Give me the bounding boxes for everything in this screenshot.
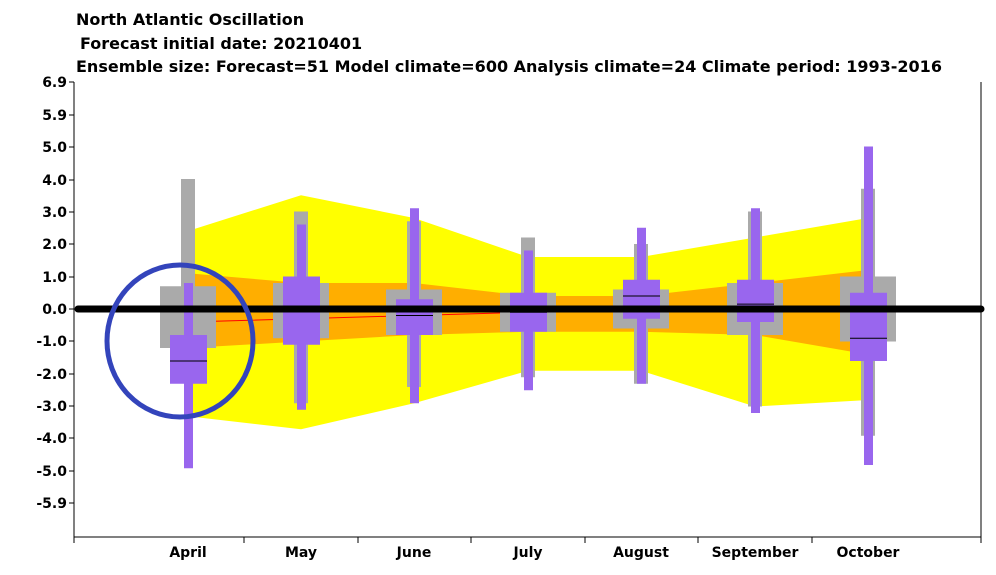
forecast-box-september: [737, 279, 774, 322]
y-tick-label: 0.0: [42, 302, 67, 318]
y-tick-label: -3.0: [36, 399, 67, 415]
chart-subtitle-ensemble-info: Ensemble size: Forecast=51 Model climate…: [76, 57, 942, 76]
x-tick-label: June: [396, 545, 432, 561]
y-tick-label: 2.0: [42, 237, 67, 253]
y-tick-label: 3.0: [42, 205, 67, 221]
overlay: [74, 262, 985, 420]
forecast-box-june: [396, 299, 433, 335]
forecast-box-april: [170, 335, 207, 384]
x-tick-label: October: [837, 545, 900, 561]
forecast-box-october: [850, 292, 887, 361]
axes: 6.9 5.9 5.0 4.0 3.0 2.0 1.0 0.0 -1.0 -2.0 -3.0 -4.0…: [36, 75, 982, 561]
y-tick-label: 5.0: [42, 140, 67, 156]
y-tick-label: -5.9: [36, 496, 67, 512]
highlight-circle-april: [104, 262, 256, 420]
chart-subtitle-forecast-date: Forecast initial date: 20210401: [80, 34, 363, 53]
y-tick-label: -1.0: [36, 334, 67, 350]
x-tick-label: August: [613, 545, 669, 561]
x-tick-label: July: [512, 545, 542, 561]
y-tick-label: -4.0: [36, 431, 67, 447]
y-tick-label: 1.0: [42, 270, 67, 286]
x-tick-label: September: [712, 545, 799, 561]
x-tick-label: April: [169, 545, 206, 561]
y-tick-label: 4.0: [42, 173, 67, 189]
y-tick-label: -5.0: [36, 464, 67, 480]
y-tick-label: 6.9: [42, 75, 67, 91]
y-tick-label: 5.9: [42, 108, 67, 124]
y-tick-label: -2.0: [36, 367, 67, 383]
x-tick-label: May: [285, 545, 317, 561]
forecast-box-august: [623, 279, 660, 319]
chart-title: North Atlantic Oscillation: [76, 10, 305, 29]
